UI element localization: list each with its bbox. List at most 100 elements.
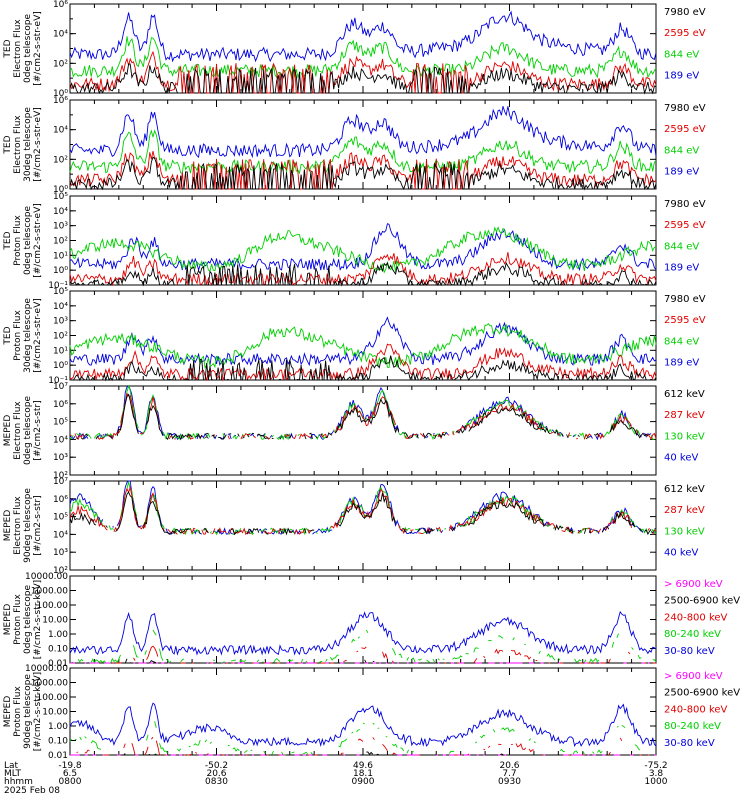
x-tick-mlt: 6.5 [63,769,77,779]
y-tick-label: 10000.00 [25,572,68,582]
y-tick-label: 10² [53,471,68,481]
y-tick-label: 10⁷ [53,382,68,392]
y-tick-label: 1000.00 [31,587,68,597]
y-tick-label: 10⁵ [53,418,68,428]
x-tick-lat: 49.6 [353,761,373,771]
y-axis-label: [#/cm2-s-str-eV] [33,298,43,373]
y-tick-label: 10⁴ [53,126,68,136]
y-tick-label: 10000.00 [25,664,68,674]
panel-ted_p_0: 10⁻¹ 10⁰ 10¹ 10² 10³ 10⁴ 10⁵ TED Proton Flux 0deg… [3,192,706,291]
y-tick-label: 10⁴ [53,30,68,40]
y-axis-label: Proton Flux [13,594,23,645]
series-line-red [77,737,657,755]
x-tick-hhmm: 0930 [498,777,521,787]
legend-entry: 189 eV [664,358,699,369]
legend-entry: 40 keV [664,548,698,559]
series-line-black [69,63,657,95]
legend-entry: 30-80 keV [664,738,715,749]
y-axis-label: MEPED [3,415,13,447]
y-axis-label: Electron Flux [13,19,23,78]
legend-entry: 844 eV [664,241,699,252]
y-tick-label: 1000.00 [31,679,68,689]
legend-entry: 2500-6900 keV [664,688,740,699]
panel-ted_p_30: 10⁻¹ 10⁰ 10¹ 10² 10³ 10⁴ 10⁵ TED Proton Flux 30de… [3,287,706,386]
legend-entry: 130 keV [664,431,705,442]
y-tick-label: 10⁶ [53,96,68,106]
series-line-red [69,252,657,287]
y-axis-label: Electron Flux [13,496,23,555]
legend-entry: 189 eV [664,167,699,178]
legend-entry: 80-240 keV [664,721,721,732]
panel-ted_e_0: 10⁰ 10² 10⁴ 10⁶ TED Electron Flux 0deg telesco… [3,0,706,99]
y-tick-label: 0.10 [48,645,68,655]
series-line-black [69,491,657,536]
panel-meped_e_90: 10² 10³ 10⁴ 10⁵ 10⁶ 10⁷ MEPED Electron Flux 90de… [3,477,705,576]
series-line-blue [69,223,657,272]
y-tick-label: 10⁰ [53,266,68,276]
series-line-red [69,392,657,441]
y-axis-label: TED [3,326,13,345]
x-tick-hhmm: 0830 [205,777,228,787]
series-line-green [71,629,657,665]
y-axis-label: [#/cm2-s-str-keV] [33,672,43,751]
legend-entry: 844 eV [664,145,699,156]
legend-entry: 30-80 keV [664,646,715,657]
y-tick-label: 10² [53,59,68,69]
y-axis-label: 0deg telescope [23,396,33,466]
y-tick-label: 10⁴ [53,207,68,217]
legend-entry: 844 eV [664,49,699,60]
legend-entry: 287 keV [664,410,705,421]
y-axis-label: TED [3,231,13,250]
y-axis-label: 0deg telescope [23,14,33,84]
panel-meped_p_90: 0.01 0.10 1.00 10.00 100.00 1000.00 10000.00 ME… [3,664,740,761]
y-tick-label: 10⁷ [53,477,68,487]
series-line-blue [69,10,657,63]
series-line-black [70,355,657,382]
plot-frame [69,385,657,476]
series-line-red [69,343,657,382]
plot-frame [69,480,657,571]
y-axis-label: [#/cm2-s-str-eV] [33,107,43,182]
y-tick-label: 10⁰ [53,89,68,99]
y-tick-label: 10⁵ [53,192,68,202]
legend-entry: 40 keV [664,453,698,464]
legend-entry: 189 eV [664,263,699,274]
y-tick-label: 0.01 [48,751,68,761]
legend-entry: 2595 eV [664,220,706,231]
x-tick-mlt: 7.7 [502,769,516,779]
series-line-blue [69,610,657,656]
y-tick-label: 10⁶ [53,495,68,505]
x-tick-hhmm: 0900 [352,777,375,787]
y-axis-label: [#/cm2-s-str] [33,400,43,460]
legend-entry: 2595 eV [664,124,706,135]
legend-entry: 287 keV [664,505,705,516]
y-axis-label: MEPED [3,510,13,542]
y-tick-label: 10⁰ [53,361,68,371]
y-axis-label: Electron Flux [13,401,23,460]
y-axis-label: Proton Flux [13,215,23,266]
y-tick-label: 100.00 [37,601,69,611]
y-axis-label: Electron Flux [13,115,23,174]
series-line-blue [69,702,657,748]
legend-entry: 7980 eV [664,7,706,18]
x-tick-lat: -75.2 [644,761,667,771]
series-line-green [70,721,654,755]
x-tick-hhmm: 1000 [645,777,668,787]
y-tick-label: 10⁴ [53,530,68,540]
x-tick-hhmm: 0800 [59,777,82,787]
y-tick-label: 10³ [53,317,68,327]
series-line-blue [69,480,657,535]
y-axis-label: MEPED [3,604,13,636]
series-line-red [69,485,657,536]
legend-entry: 130 keV [664,526,705,537]
y-tick-label: 10³ [53,548,68,558]
x-tick-lat: 20.6 [499,761,519,771]
y-axis-label: Proton Flux [13,310,23,361]
legend-entry: 240-800 keV [664,704,728,715]
legend-entry: 240-800 keV [664,612,728,623]
legend-entry: 7980 eV [664,294,706,305]
y-axis-label: 90deg telescope [23,488,33,563]
series-line-black [73,659,654,663]
y-tick-label: 10² [53,237,68,247]
